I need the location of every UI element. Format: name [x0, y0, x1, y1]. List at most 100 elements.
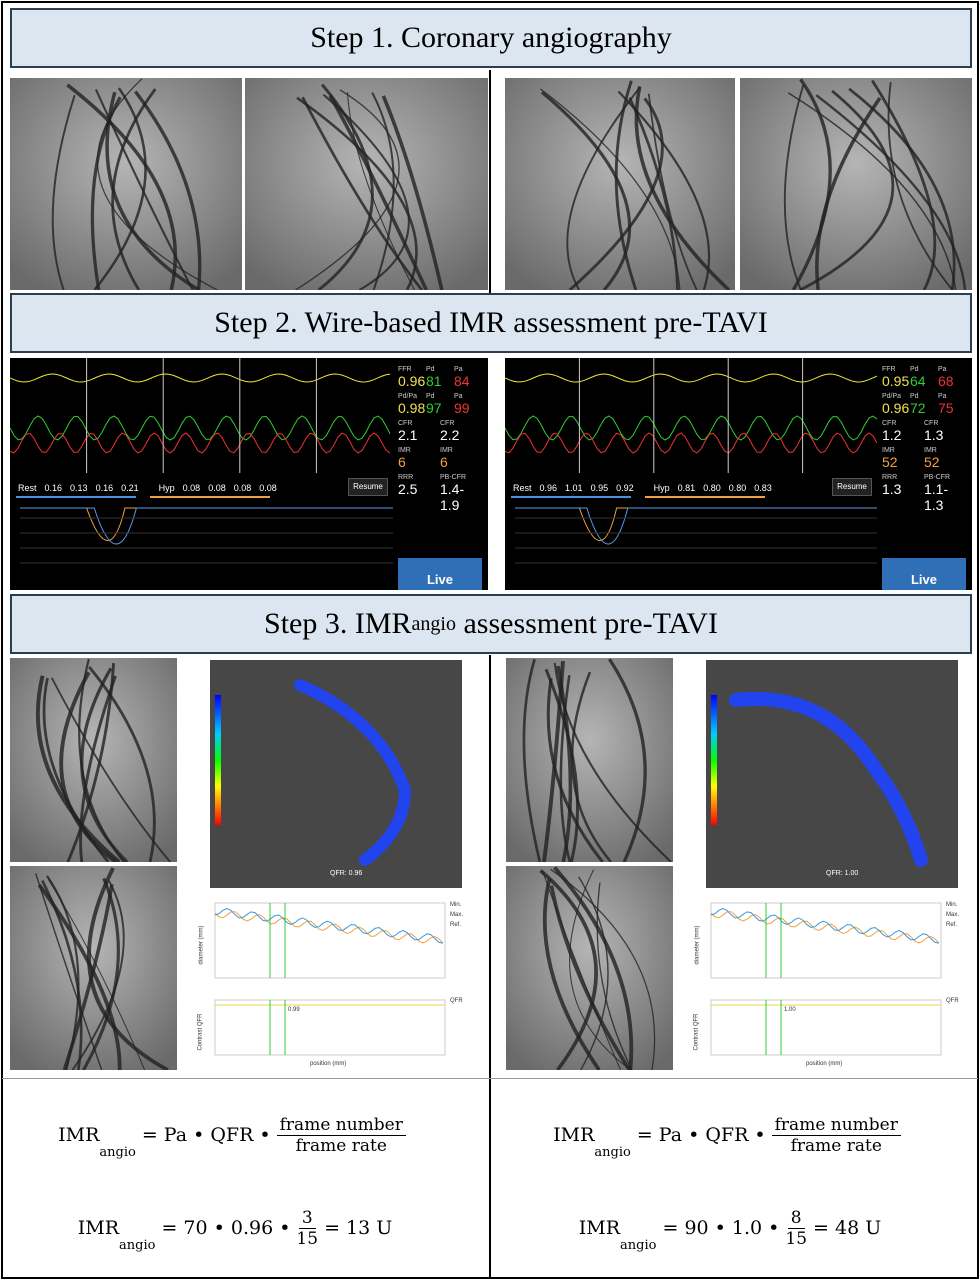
angiogram-graphic: [10, 866, 177, 1070]
reading-label: Pd: [910, 393, 919, 400]
reading-value: 0.95: [882, 373, 910, 389]
reading-label: IMR: [398, 447, 411, 454]
reading: Pd/Pa 0.96: [882, 393, 910, 416]
reading-label: CFR: [924, 420, 939, 427]
hyp-value: 0.80: [703, 483, 721, 493]
reading-label: Pa: [938, 366, 947, 373]
axis-label: Contrast QFR: [197, 1012, 204, 1051]
reading-label: Pa: [454, 366, 463, 373]
fraction: frame number frame rate: [276, 1115, 406, 1156]
fraction: 8 15: [785, 1208, 807, 1249]
hyp-label: Hyp: [158, 483, 175, 493]
step-header: Step 1. Coronary angiography: [10, 8, 972, 68]
reading: CFR 2.2: [440, 420, 482, 443]
reading-value: 1.3: [882, 481, 902, 497]
reading: Pa 68: [938, 366, 966, 389]
axis-label: position (mm): [310, 1061, 347, 1067]
vessel-3d: [711, 691, 928, 867]
formula-middle: = Pa • QFR •: [636, 1124, 766, 1146]
vessel-3d: [215, 679, 412, 866]
formula-subscript: angio: [99, 1145, 136, 1160]
hyp-value: 0.08: [182, 483, 201, 493]
reading: Pd/Pa 0.98: [398, 393, 426, 416]
reading-label: Pd: [426, 366, 435, 373]
reading-label: Pd/Pa: [398, 393, 418, 400]
reading: Pd 81: [426, 366, 454, 389]
angiogram: [505, 78, 735, 290]
formula: IMR angio = 90 • 1.0 • 8 15 = 48 U: [530, 1203, 930, 1254]
rest-label: Rest: [513, 483, 532, 493]
hyp-value: 0.08: [208, 483, 226, 493]
qfr-value: QFR: 1.00: [826, 870, 859, 877]
reading-value: 99: [454, 400, 470, 416]
reading: Pa 84: [454, 366, 482, 389]
rest-value: 0.16: [95, 483, 114, 493]
reading-label: RRR: [882, 474, 898, 481]
reading-value: 2.2: [440, 427, 460, 443]
formula: IMR angio = Pa • QFR • frame number frame ra…: [35, 1110, 435, 1160]
header-subscript: angio: [411, 612, 456, 635]
numerator: frame number: [771, 1115, 901, 1136]
reading-value: 0.96: [882, 400, 910, 416]
formula-result: = 48 U: [813, 1217, 882, 1239]
angiogram-graphic: [10, 78, 242, 290]
reading-value: 75: [938, 400, 954, 416]
numerator: 8: [787, 1208, 805, 1229]
reading-label: FFR: [882, 366, 896, 373]
formula-subscript: angio: [620, 1238, 657, 1253]
angiogram: [245, 78, 488, 290]
fraction: frame number frame rate: [771, 1115, 901, 1156]
blue-underline: [511, 496, 631, 498]
live-button: Live: [882, 558, 966, 590]
reading: Pa 75: [938, 393, 966, 416]
numerator: 3: [298, 1208, 316, 1229]
resume-button: Resume: [832, 478, 872, 496]
angiogram-graphic: [506, 866, 673, 1070]
waveform: [10, 358, 393, 564]
reading-value: 1.4-1.9: [440, 481, 465, 513]
reading-label: IMR: [440, 447, 453, 454]
rest-value: 0.13: [70, 483, 88, 493]
reading-value: 64: [910, 373, 926, 389]
legend-item: Max.: [450, 912, 464, 918]
angiogram-graphic: [245, 78, 488, 290]
reading-value: 6: [398, 454, 406, 470]
axis-label: position (mm): [806, 1061, 843, 1067]
angiogram: [10, 658, 177, 862]
reading: IMR 52: [882, 447, 924, 470]
reading: PB-CFR 1.4-1.9: [440, 474, 482, 513]
profile-plot: diameter (mm) Min. Max. Ref.: [199, 898, 464, 993]
reading-value: 2.5: [398, 481, 418, 497]
reading: FFR 0.95: [882, 366, 910, 389]
profile-plot: Contrast QFR position (mm) QFR 1.00: [693, 995, 959, 1070]
denominator: frame rate: [295, 1135, 387, 1156]
reading: RRR 1.3: [882, 474, 924, 497]
reading-value: 0.96: [398, 373, 426, 389]
reading-value: 1.1-1.3: [924, 481, 949, 513]
header-text: Step 3. IMR: [264, 607, 412, 640]
axis-label: Contrast QFR: [693, 1012, 700, 1051]
rest-value: 1.01: [565, 483, 583, 493]
blue-underline: [16, 496, 136, 498]
rest-label: Rest: [18, 483, 37, 493]
formula: IMR angio = Pa • QFR • frame number frame ra…: [530, 1110, 930, 1160]
reading-label: CFR: [882, 420, 897, 427]
reading-label: RRR: [398, 474, 414, 481]
pressure-monitor: Rest 0.16 0.13 0.16 0.21 Hyp 0.08 0.08 0.08 0.08 R…: [10, 358, 488, 590]
denominator: frame rate: [790, 1135, 882, 1156]
qfr-marker: 0.99: [288, 1007, 300, 1013]
formula-lhs: IMR: [77, 1217, 119, 1239]
divider: [2, 1078, 978, 1079]
hyp-value: 0.80: [728, 483, 747, 493]
hyp-value: 0.81: [677, 483, 696, 493]
reading-label: PB-CFR: [924, 474, 951, 481]
reading: CFR 1.3: [924, 420, 966, 443]
formula-middle: = 70 • 0.96 •: [161, 1217, 291, 1239]
plot-graphic: [214, 902, 446, 979]
reading: IMR 52: [924, 447, 966, 470]
angiogram-graphic: [506, 658, 673, 862]
reading-label: Pa: [454, 393, 463, 400]
reading-value: 52: [882, 454, 898, 470]
reading-value: 2.1: [398, 427, 418, 443]
orange-underline: [150, 496, 270, 498]
